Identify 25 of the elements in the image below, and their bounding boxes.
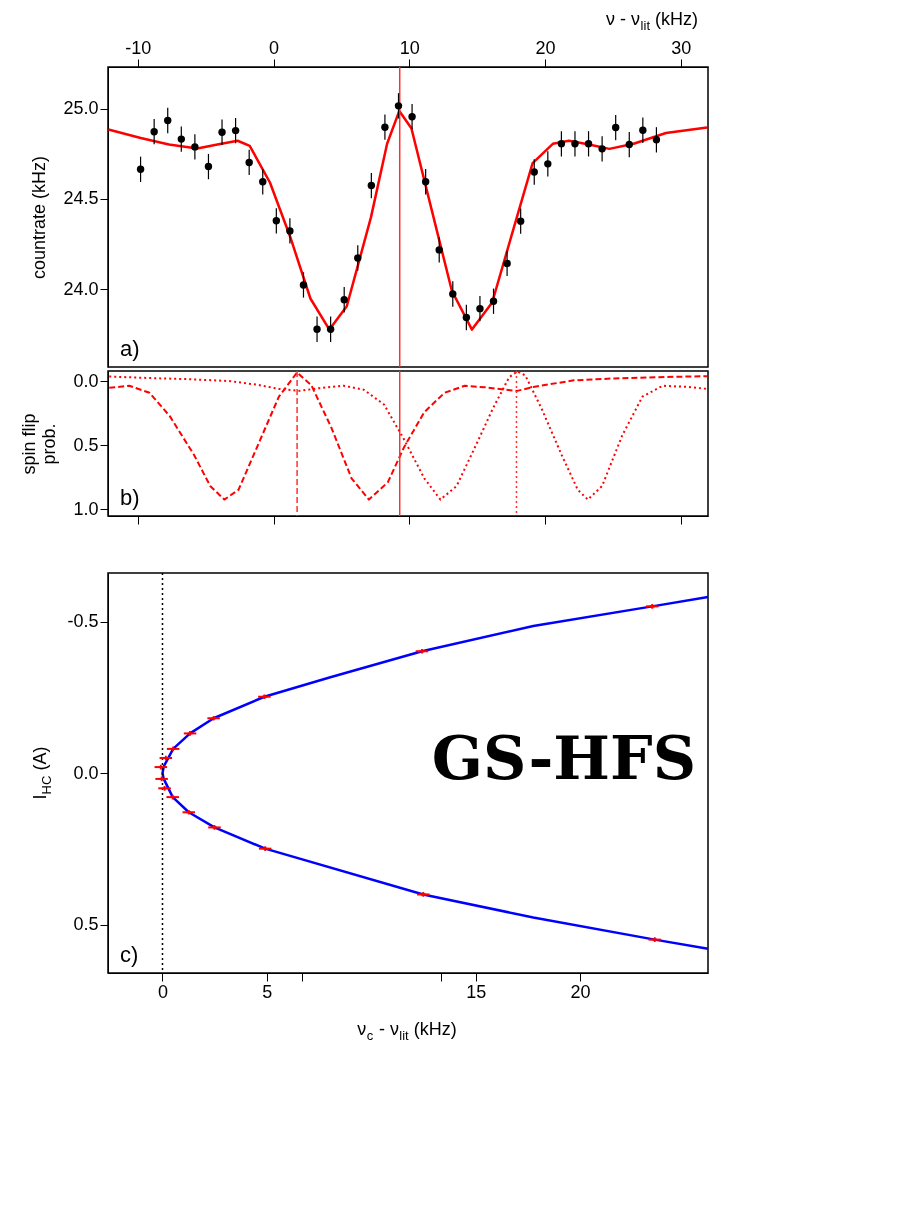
x-tick-label: 30 [671,37,692,58]
y-axis-title: IHC (A) [30,746,54,800]
annotation: c) [120,942,139,967]
y-tick-label: 0.5 [73,434,99,455]
y-tick-label: -0.5 [67,611,99,632]
y-axis-title: spin flip prob. [19,413,60,475]
x-tick-label: 5 [262,981,273,1002]
x-tick-label: 0 [157,981,168,1002]
x-tick-label: 20 [535,37,556,58]
y-tick-label: 24.0 [63,278,99,299]
y-tick-label: 1.0 [73,498,99,519]
annotation: GS-HFS [431,723,696,793]
x-tick-label: 0 [269,37,280,58]
x-tick-label: -10 [125,37,152,58]
y-tick-label: 0.0 [73,370,99,391]
x-tick-label: 10 [399,37,420,58]
y-tick-label: 25.0 [63,98,99,119]
y-tick-label: 24.5 [63,188,99,209]
y-axis-title: countrate (kHz) [29,155,50,280]
x-tick-label: 15 [466,981,487,1002]
y-tick-label: 0.0 [73,762,99,783]
annotation: a) [120,336,140,361]
x-tick-label: 20 [570,981,591,1002]
y-tick-label: 0.5 [73,914,99,935]
annotation: b) [120,485,140,510]
